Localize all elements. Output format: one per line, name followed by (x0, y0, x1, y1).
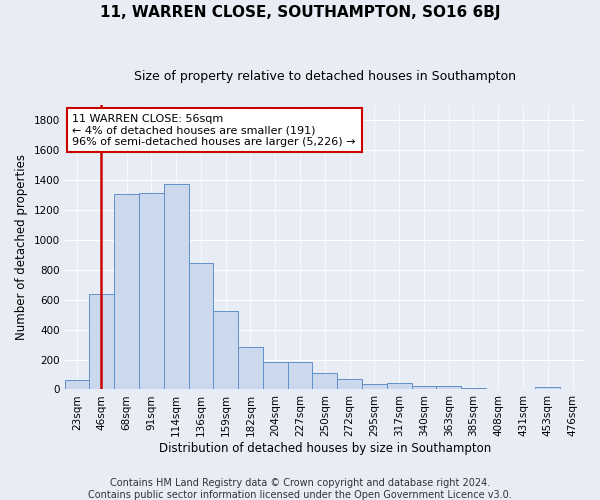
Bar (238, 347, 263, 390)
Bar (287, 362, 313, 390)
Text: Contains HM Land Registry data © Crown copyright and database right 2024.
Contai: Contains HM Land Registry data © Crown c… (88, 478, 512, 500)
Bar (535, 387, 560, 390)
Text: 11 WARREN CLOSE: 56sqm
← 4% of detached houses are smaller (191)
96% of semi-det: 11 WARREN CLOSE: 56sqm ← 4% of detached … (73, 114, 356, 146)
X-axis label: Distribution of detached houses by size in Southampton: Distribution of detached houses by size … (159, 442, 491, 455)
Bar (65, 380, 89, 390)
Text: 11, WARREN CLOSE, SOUTHAMPTON, SO16 6BJ: 11, WARREN CLOSE, SOUTHAMPTON, SO16 6BJ (100, 5, 500, 20)
Bar (461, 388, 486, 390)
Bar (412, 386, 436, 390)
Bar (188, 263, 214, 390)
Bar (387, 384, 412, 390)
Bar (89, 294, 114, 390)
Bar (511, 388, 535, 390)
Bar (337, 379, 362, 390)
Bar (436, 386, 461, 390)
Title: Size of property relative to detached houses in Southampton: Size of property relative to detached ho… (134, 70, 516, 83)
Bar (486, 388, 511, 390)
Bar (164, 184, 188, 390)
Bar (313, 373, 337, 390)
Bar (139, 194, 164, 390)
Bar (214, 311, 238, 390)
Bar (362, 384, 387, 390)
Y-axis label: Number of detached properties: Number of detached properties (15, 154, 28, 340)
Bar (114, 194, 139, 390)
Bar (263, 362, 287, 390)
